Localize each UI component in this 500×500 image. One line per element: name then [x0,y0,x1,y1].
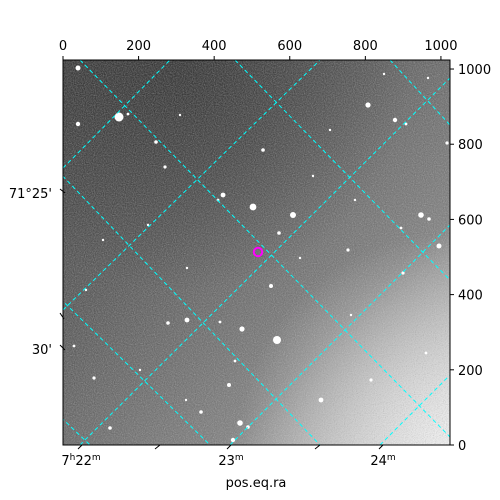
star [261,148,265,152]
ra-tick-label-1: 7h22m [61,453,100,469]
star [424,351,428,355]
star [233,359,237,363]
star [353,198,357,202]
grid-line [63,175,321,445]
star [328,128,332,132]
star [436,243,442,249]
bottom-ra-axis: 7h22m 23m 24m pos.eq.ra [61,444,396,491]
star [75,65,81,71]
dec-tick-label-1: 71°25' [9,187,52,202]
grid-line [63,60,171,169]
star [184,398,188,402]
star [75,121,81,127]
plot-frame [62,59,451,446]
coordinate-grid [63,60,450,445]
star [426,76,430,80]
top-tick-label: 600 [277,39,302,54]
dec-tick-label-2: 30' [32,343,52,358]
star [273,336,281,344]
ra-tick-label-3: 24m [370,453,395,469]
grid-line [234,60,450,281]
grid-line [63,418,91,445]
right-tick-label: 600 [458,213,483,228]
star [218,320,222,324]
star [290,212,296,218]
star [227,383,231,387]
star [418,212,424,218]
star [445,141,449,145]
top-pixel-axis: 0 200 400 600 800 1000 [59,39,457,60]
star [399,226,403,230]
star [382,72,386,76]
star [392,117,398,123]
star [369,378,373,382]
star [108,426,112,430]
right-tick-label: 0 [458,439,466,454]
star [365,102,371,108]
star [184,317,190,323]
star [154,140,158,144]
left-dec-axis: 71°25' 30' [9,187,66,358]
x-axis-label: pos.eq.ra [226,476,287,491]
right-pixel-axis: 0 200 400 600 800 1000 [450,63,491,454]
right-tick-label: 800 [458,138,483,153]
star [146,223,150,227]
grid-line [79,77,450,445]
ra-tick-label-2: 23m [218,453,243,469]
top-tick-label: 200 [126,39,151,54]
right-tick-label: 200 [458,364,483,379]
star [318,397,324,403]
star [277,231,281,235]
star [92,376,96,380]
star [166,321,170,325]
star [346,248,350,252]
grid-line [379,374,450,445]
star [178,113,182,117]
star [163,165,167,169]
grid-line [63,60,321,311]
star [401,271,405,275]
star [237,420,243,426]
star [138,368,142,372]
star [114,112,124,122]
star [311,174,315,178]
grid-line [229,224,450,445]
star [185,266,189,270]
star [404,122,408,126]
grid-line [389,60,450,126]
sky-image [63,60,450,445]
star [269,284,273,288]
top-tick-label: 400 [202,39,227,54]
top-tick-label: 1000 [424,39,457,54]
star [101,238,105,242]
star [249,203,257,211]
star [199,410,203,414]
star [427,217,431,221]
star [220,192,226,198]
top-tick-label: 800 [353,39,378,54]
target-marker [252,246,264,258]
star [126,112,130,116]
star [298,256,302,260]
star [72,344,76,348]
star [230,437,236,443]
star [349,313,353,317]
star [239,326,245,332]
right-tick-label: 1000 [458,63,491,78]
right-tick-label: 400 [458,289,483,304]
top-tick-label: 0 [59,39,67,54]
star [84,288,88,292]
